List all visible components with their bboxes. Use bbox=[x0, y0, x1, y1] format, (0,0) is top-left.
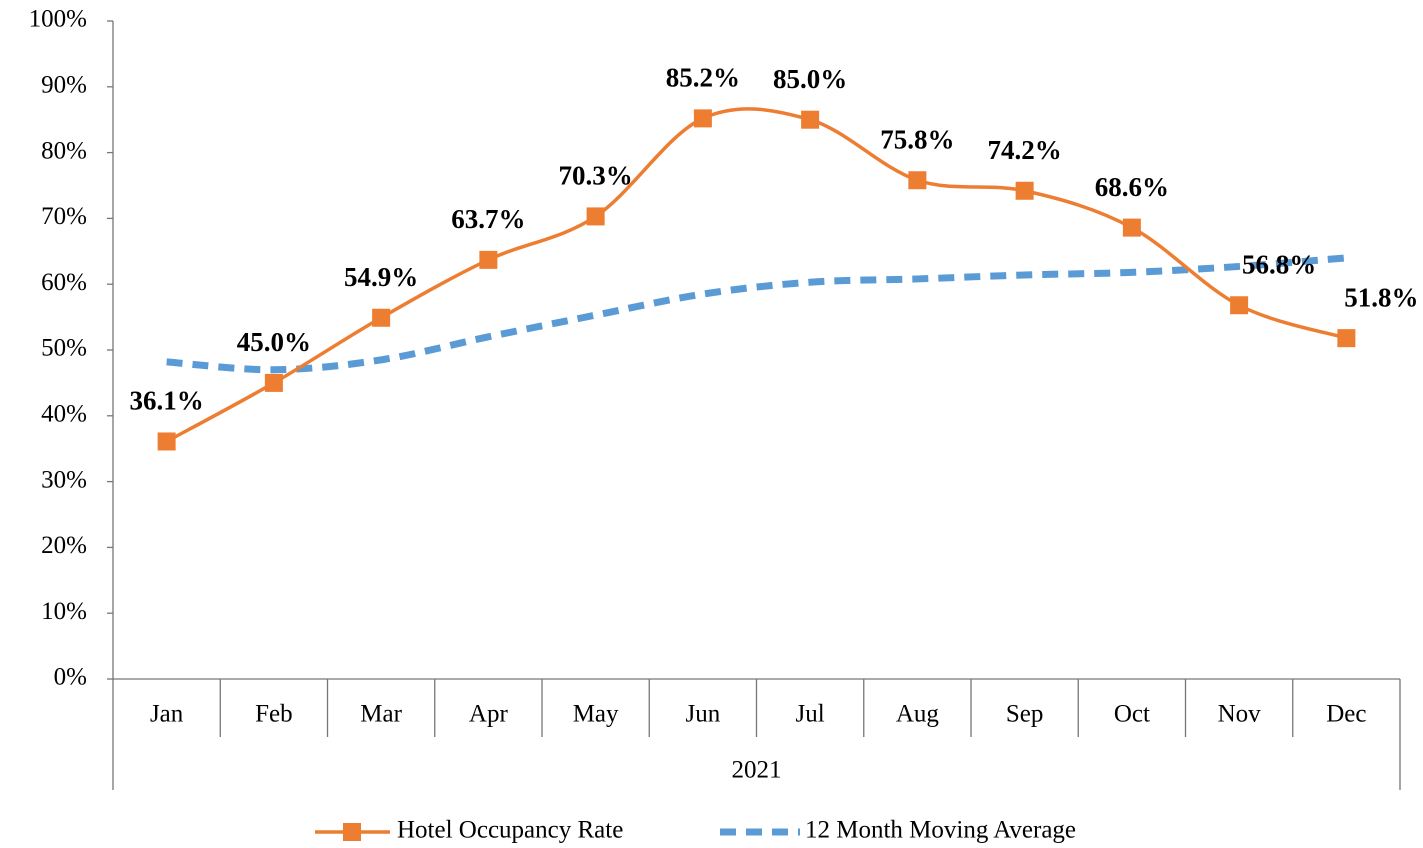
x-tick-label: Mar bbox=[360, 701, 402, 728]
legend-label: 12 Month Moving Average bbox=[805, 817, 1076, 844]
x-tick-label: Apr bbox=[469, 701, 509, 728]
marker bbox=[1015, 181, 1034, 200]
y-tick-label: 80% bbox=[41, 137, 87, 164]
marker bbox=[1122, 218, 1141, 237]
legend-label: Hotel Occupancy Rate bbox=[397, 817, 623, 844]
y-tick-label: 20% bbox=[41, 532, 87, 559]
marker bbox=[264, 373, 283, 392]
data-label: 56.8% bbox=[1242, 249, 1316, 279]
marker bbox=[586, 207, 605, 226]
data-label: 51.8% bbox=[1344, 282, 1418, 312]
y-tick-label: 50% bbox=[41, 335, 87, 362]
data-label: 85.2% bbox=[666, 63, 740, 93]
x-tick-label: Jan bbox=[150, 701, 184, 728]
data-label: 36.1% bbox=[130, 386, 204, 416]
y-tick-label: 30% bbox=[41, 466, 87, 493]
marker bbox=[479, 250, 498, 269]
x-tick-label: Jul bbox=[796, 701, 825, 728]
marker bbox=[372, 308, 391, 327]
data-label: 70.3% bbox=[559, 161, 633, 191]
x-tick-label: Nov bbox=[1218, 701, 1262, 728]
x-tick-label: Dec bbox=[1326, 701, 1366, 728]
legend-swatch bbox=[343, 823, 361, 841]
x-tick-label: Feb bbox=[255, 701, 293, 728]
x-tick-label: Jun bbox=[686, 701, 721, 728]
marker bbox=[693, 109, 712, 128]
data-label: 75.8% bbox=[880, 124, 954, 154]
data-label: 68.6% bbox=[1095, 172, 1169, 202]
marker bbox=[1337, 329, 1356, 348]
y-tick-label: 0% bbox=[54, 664, 87, 691]
data-label: 85.0% bbox=[773, 64, 847, 94]
x-tick-label: Sep bbox=[1006, 701, 1044, 728]
marker bbox=[908, 171, 927, 190]
y-tick-label: 10% bbox=[41, 598, 87, 625]
marker bbox=[801, 110, 820, 129]
y-tick-label: 70% bbox=[41, 203, 87, 230]
x-tick-label: Aug bbox=[896, 701, 940, 728]
x-tick-label: May bbox=[573, 701, 619, 728]
marker bbox=[157, 432, 176, 451]
y-tick-label: 60% bbox=[41, 269, 87, 296]
data-label: 63.7% bbox=[451, 204, 525, 234]
x-tick-label: Oct bbox=[1114, 701, 1150, 728]
data-label: 74.2% bbox=[988, 135, 1062, 165]
data-label: 54.9% bbox=[344, 262, 418, 292]
y-tick-label: 100% bbox=[29, 6, 87, 33]
x-group-label: 2021 bbox=[732, 757, 782, 784]
y-tick-label: 40% bbox=[41, 401, 87, 428]
data-label: 45.0% bbox=[237, 327, 311, 357]
marker bbox=[1230, 296, 1249, 315]
y-tick-label: 90% bbox=[41, 72, 87, 99]
